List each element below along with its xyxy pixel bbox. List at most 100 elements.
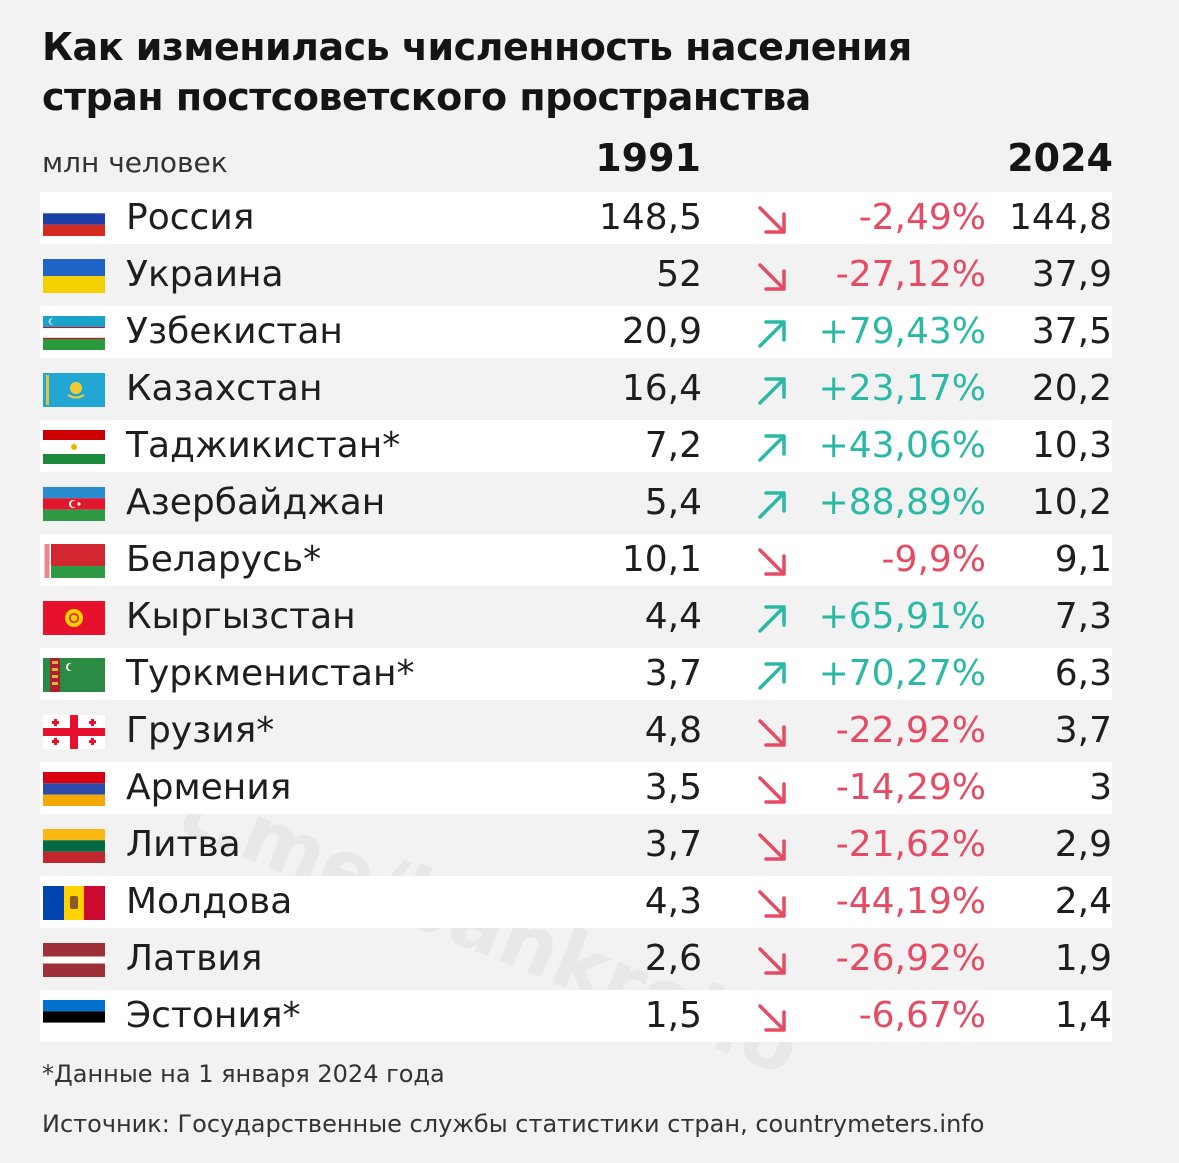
armenia-flag: [43, 772, 105, 806]
arrow-down-icon: [752, 884, 792, 924]
russia-flag: [43, 202, 105, 236]
table-row: Россия 148,5 -2,49% 144,8: [40, 192, 1112, 244]
table-row: Казахстан 16,4 +23,17% 20,2: [40, 363, 1112, 415]
value-1991: 7,2: [644, 425, 702, 466]
value-1991: 1,5: [644, 995, 702, 1036]
arrow-down-icon: [752, 200, 792, 240]
moldova-flag: [43, 886, 105, 920]
georgia-flag: [43, 715, 105, 749]
table-row: Кыргызстан 4,4 +65,91% 7,3: [40, 591, 1112, 643]
table-row: Грузия* 4,8 -22,92% 3,7: [40, 705, 1112, 757]
value-1991: 2,6: [644, 938, 702, 979]
country-name: Узбекистан: [126, 311, 343, 352]
change-percent: -6,67%: [858, 995, 986, 1036]
value-2024: 3,7: [1054, 710, 1112, 751]
value-1991: 3,7: [644, 653, 702, 694]
kazakhstan-flag: [43, 373, 105, 407]
change-percent: -14,29%: [835, 767, 986, 808]
arrow-down-icon: [752, 998, 792, 1038]
value-2024: 9,1: [1054, 539, 1112, 580]
table-row: Армения 3,5 -14,29% 3: [40, 762, 1112, 814]
table-row: Молдова 4,3 -44,19% 2,4: [40, 876, 1112, 928]
table-row: Эстония* 1,5 -6,67% 1,4: [40, 990, 1112, 1042]
arrow-up-icon: [752, 428, 792, 468]
change-percent: -2,49%: [858, 197, 986, 238]
azerbaijan-flag: [43, 487, 105, 521]
value-1991: 20,9: [621, 311, 702, 352]
value-1991: 5,4: [644, 482, 702, 523]
value-2024: 7,3: [1054, 596, 1112, 637]
value-2024: 20,2: [1031, 368, 1112, 409]
country-name: Туркменистан*: [126, 653, 415, 694]
lithuania-flag: [43, 829, 105, 863]
ukraine-flag: [43, 259, 105, 293]
country-name: Армения: [126, 767, 292, 808]
arrow-down-icon: [752, 770, 792, 810]
arrow-up-icon: [752, 485, 792, 525]
change-percent: +23,17%: [818, 368, 986, 409]
change-percent: +70,27%: [818, 653, 986, 694]
arrow-up-icon: [752, 656, 792, 696]
arrow-down-icon: [752, 542, 792, 582]
table-row: Литва 3,7 -21,62% 2,9: [40, 819, 1112, 871]
title-line-1: Как изменилась численность населения: [42, 25, 912, 69]
change-percent: +88,89%: [818, 482, 986, 523]
arrow-down-icon: [752, 941, 792, 981]
arrow-up-icon: [752, 599, 792, 639]
value-2024: 1,9: [1054, 938, 1112, 979]
source-note: Источник: Государственные службы статист…: [42, 1110, 985, 1138]
latvia-flag: [43, 943, 105, 977]
column-header-2024: 2024: [1007, 136, 1113, 180]
value-1991: 3,7: [644, 824, 702, 865]
table-row: Таджикистан* 7,2 +43,06% 10,3: [40, 420, 1112, 472]
country-name: Казахстан: [126, 368, 323, 409]
value-2024: 37,5: [1031, 311, 1112, 352]
arrow-down-icon: [752, 827, 792, 867]
value-1991: 4,4: [644, 596, 702, 637]
value-2024: 144,8: [1008, 197, 1112, 238]
country-name: Грузия*: [126, 710, 275, 751]
value-1991: 4,3: [644, 881, 702, 922]
column-header-1991: 1991: [595, 136, 701, 180]
change-percent: -27,12%: [835, 254, 986, 295]
country-name: Беларусь*: [126, 539, 322, 580]
value-2024: 3: [1089, 767, 1112, 808]
change-percent: -21,62%: [835, 824, 986, 865]
table-row: Азербайджан 5,4 +88,89% 10,2: [40, 477, 1112, 529]
table-row: Украина 52 -27,12% 37,9: [40, 249, 1112, 301]
country-name: Азербайджан: [126, 482, 386, 523]
country-name: Литва: [126, 824, 241, 865]
change-percent: +65,91%: [818, 596, 986, 637]
table-row: Туркменистан* 3,7 +70,27% 6,3: [40, 648, 1112, 700]
country-name: Таджикистан*: [126, 425, 401, 466]
belarus-flag: [43, 544, 105, 578]
chart-title: Как изменилась численность населения стр…: [42, 22, 1142, 122]
value-1991: 10,1: [621, 539, 702, 580]
arrow-down-icon: [752, 713, 792, 753]
value-2024: 37,9: [1031, 254, 1112, 295]
country-name: Латвия: [126, 938, 263, 979]
country-table: Россия 148,5 -2,49% 144,8 Украина 52 -27,12% 37…: [40, 192, 1112, 1047]
value-2024: 2,4: [1054, 881, 1112, 922]
country-name: Эстония*: [126, 995, 301, 1036]
change-percent: -44,19%: [835, 881, 986, 922]
country-name: Украина: [126, 254, 284, 295]
change-percent: -9,9%: [881, 539, 986, 580]
change-percent: -22,92%: [835, 710, 986, 751]
value-2024: 2,9: [1054, 824, 1112, 865]
tajikistan-flag: [43, 430, 105, 464]
arrow-down-icon: [752, 257, 792, 297]
estonia-flag: [43, 1000, 105, 1034]
value-1991: 3,5: [644, 767, 702, 808]
value-1991: 148,5: [598, 197, 702, 238]
title-line-2: стран постсоветского пространства: [42, 75, 811, 119]
value-2024: 1,4: [1054, 995, 1112, 1036]
country-name: Россия: [126, 197, 255, 238]
change-percent: +43,06%: [818, 425, 986, 466]
country-name: Молдова: [126, 881, 293, 922]
value-1991: 16,4: [621, 368, 702, 409]
value-2024: 10,3: [1031, 425, 1112, 466]
table-row: Латвия 2,6 -26,92% 1,9: [40, 933, 1112, 985]
units-label: млн человек: [42, 146, 228, 179]
uzbekistan-flag: [43, 316, 105, 350]
